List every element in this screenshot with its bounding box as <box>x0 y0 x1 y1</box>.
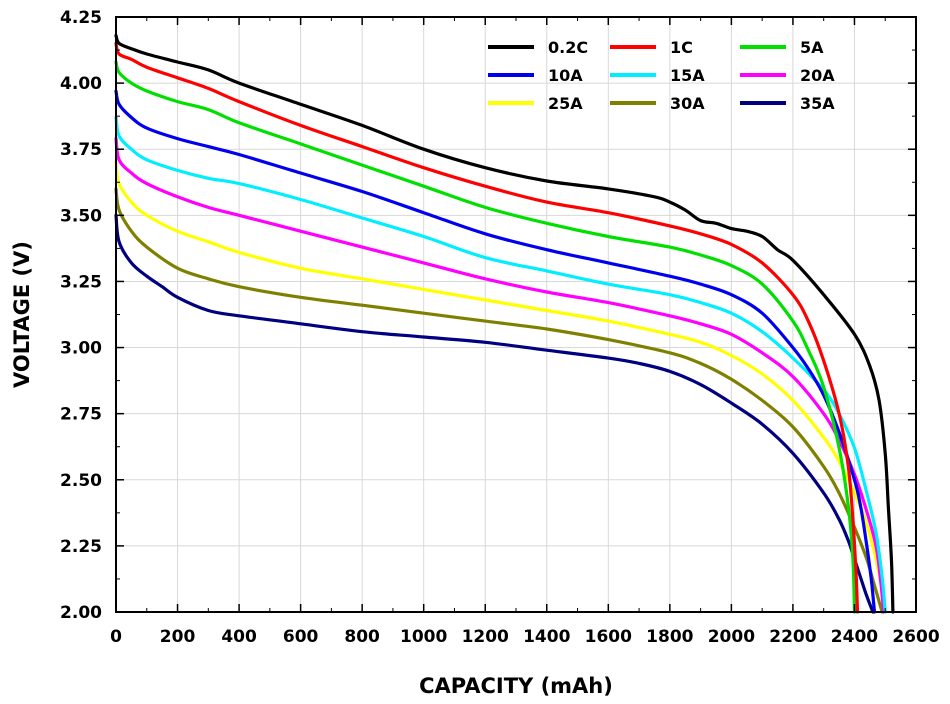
x-tick-label: 0 <box>110 627 122 647</box>
x-tick-label: 600 <box>283 627 319 647</box>
series-line-1c <box>114 41 860 614</box>
y-tick-label: 3.25 <box>60 272 102 292</box>
legend-label: 1C <box>670 38 693 57</box>
y-tick-label: 2.75 <box>60 405 102 425</box>
x-tick-label: 1200 <box>462 627 509 647</box>
legend-label: 30A <box>670 94 705 113</box>
x-tick-label: 400 <box>221 627 257 647</box>
y-tick-label: 3.50 <box>60 206 102 226</box>
series-line-35a <box>114 213 875 614</box>
legend-label: 20A <box>800 66 835 85</box>
y-tick-label: 2.50 <box>60 471 102 491</box>
series-line-20a <box>114 137 886 614</box>
series-line-15a <box>114 115 887 614</box>
series-line-0-2c <box>114 33 895 614</box>
x-tick-label: 1400 <box>523 627 570 647</box>
x-tick-label: 1000 <box>400 627 447 647</box>
legend-label: 35A <box>800 94 835 113</box>
series-line-30a <box>114 187 884 614</box>
x-axis-title: CAPACITY (mAh) <box>419 674 613 698</box>
x-tick-label: 1600 <box>585 627 632 647</box>
x-tick-label: 2600 <box>892 627 939 647</box>
legend-label: 5A <box>800 38 824 57</box>
y-tick-label: 4.00 <box>60 74 102 94</box>
tick-label-layer: 0 200 400 600 800 1000 1200 1400 1600 1800 2000 220… <box>60 8 940 647</box>
legend: 0.2C 1C 5A 10A 15A 20A 25A 30A 35A <box>488 38 835 113</box>
series-line-25a <box>114 160 887 614</box>
legend-label: 10A <box>548 66 583 85</box>
y-tick-label: 2.25 <box>60 537 102 557</box>
tick-layer <box>115 16 917 613</box>
series-layer <box>114 33 895 614</box>
y-tick-label: 2.00 <box>60 603 102 623</box>
y-axis-title: VOLTAGE (V) <box>10 241 34 388</box>
legend-label: 15A <box>670 66 705 85</box>
x-tick-label: 2400 <box>831 627 878 647</box>
series-line-10a <box>114 89 877 614</box>
x-tick-label: 2000 <box>708 627 755 647</box>
x-tick-label: 200 <box>160 627 196 647</box>
x-tick-label: 2200 <box>769 627 816 647</box>
y-tick-label: 3.00 <box>60 339 102 359</box>
series-line-5a <box>114 60 857 614</box>
x-tick-label: 1800 <box>646 627 693 647</box>
y-tick-label: 3.75 <box>60 140 102 160</box>
legend-label: 0.2C <box>548 38 588 57</box>
y-tick-label: 4.25 <box>60 8 102 28</box>
legend-label: 25A <box>548 94 583 113</box>
x-tick-label: 800 <box>344 627 380 647</box>
